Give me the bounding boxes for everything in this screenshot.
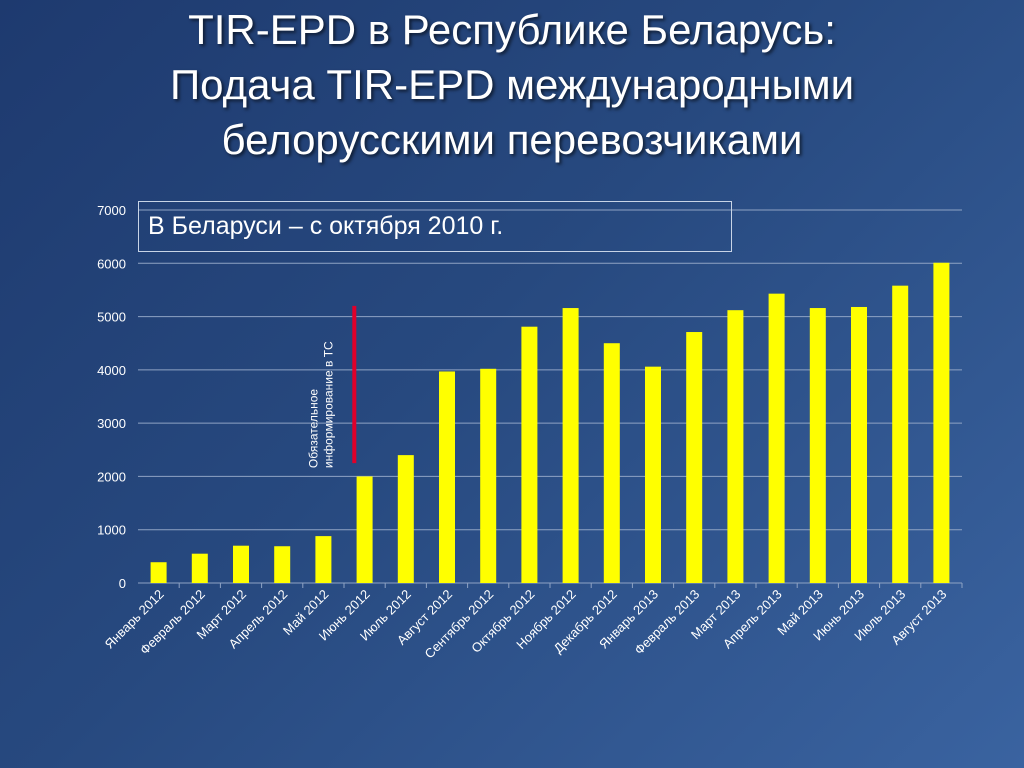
bar [480, 368, 497, 583]
note-text: В Беларуси – с октября 2010 г. [148, 212, 504, 240]
bar [315, 536, 332, 583]
bar [851, 306, 867, 583]
bar [686, 332, 703, 583]
y-tick-label: 7000 [97, 203, 126, 218]
bar [809, 308, 826, 583]
bar [603, 343, 620, 583]
y-tick-label: 3000 [97, 416, 126, 431]
bar [768, 293, 785, 583]
y-tick-label: 1000 [97, 523, 126, 538]
bar [356, 476, 373, 583]
slide-title: TIR-EPD в Республике Беларусь: Подача TI… [0, 2, 1024, 167]
bar [397, 455, 414, 583]
bar [191, 553, 208, 583]
y-tick-label: 0 [119, 576, 126, 591]
bar [274, 546, 291, 583]
y-tick-label: 4000 [97, 363, 126, 378]
annotation-text-line-2: информирование в ТС [321, 341, 335, 468]
bar [562, 308, 579, 583]
y-tick-label: 5000 [97, 310, 126, 325]
title-line-2: Подача TIR-EPD международными [169, 61, 855, 108]
bar [645, 366, 661, 583]
bar [933, 262, 950, 583]
bar [233, 545, 249, 583]
bar [521, 326, 538, 583]
note-box: В Беларуси – с октября 2010 г. [138, 201, 732, 252]
bar [150, 562, 167, 583]
bar [892, 285, 909, 583]
y-tick-label: 2000 [97, 469, 126, 484]
bar [727, 310, 744, 583]
title-line-3: белорусскими перевозчиками [221, 116, 803, 163]
annotation-text-line-1: Обязательное [306, 389, 320, 469]
bar [439, 371, 455, 583]
y-tick-label: 6000 [97, 256, 126, 271]
title-line-1: TIR-EPD в Республике Беларусь: [188, 6, 836, 53]
